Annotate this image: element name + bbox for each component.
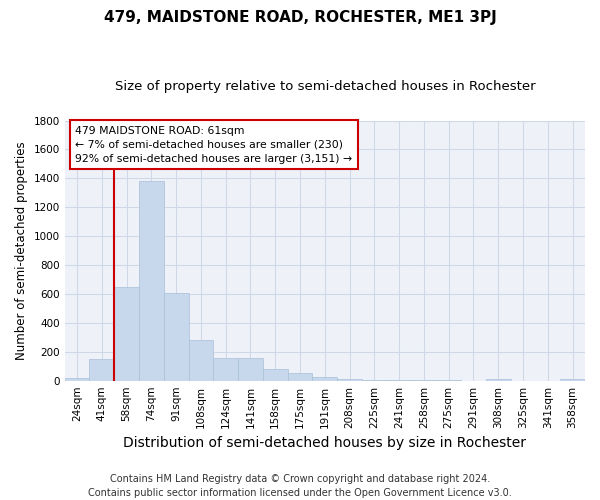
X-axis label: Distribution of semi-detached houses by size in Rochester: Distribution of semi-detached houses by …: [124, 436, 526, 450]
Bar: [89, 359, 114, 380]
Bar: [188, 340, 214, 380]
Bar: [65, 378, 89, 380]
Bar: [287, 374, 313, 380]
Bar: [263, 369, 287, 380]
Bar: [560, 379, 585, 380]
Y-axis label: Number of semi-detached properties: Number of semi-detached properties: [15, 142, 28, 360]
Text: 479 MAIDSTONE ROAD: 61sqm
← 7% of semi-detached houses are smaller (230)
92% of : 479 MAIDSTONE ROAD: 61sqm ← 7% of semi-d…: [75, 126, 352, 164]
Bar: [139, 182, 164, 380]
Bar: [164, 293, 188, 380]
Bar: [337, 379, 362, 380]
Bar: [214, 358, 238, 380]
Text: Contains HM Land Registry data © Crown copyright and database right 2024.
Contai: Contains HM Land Registry data © Crown c…: [88, 474, 512, 498]
Text: 479, MAIDSTONE ROAD, ROCHESTER, ME1 3PJ: 479, MAIDSTONE ROAD, ROCHESTER, ME1 3PJ: [104, 10, 496, 25]
Bar: [486, 379, 511, 380]
Bar: [313, 377, 337, 380]
Bar: [238, 358, 263, 380]
Bar: [114, 288, 139, 380]
Title: Size of property relative to semi-detached houses in Rochester: Size of property relative to semi-detach…: [115, 80, 535, 93]
